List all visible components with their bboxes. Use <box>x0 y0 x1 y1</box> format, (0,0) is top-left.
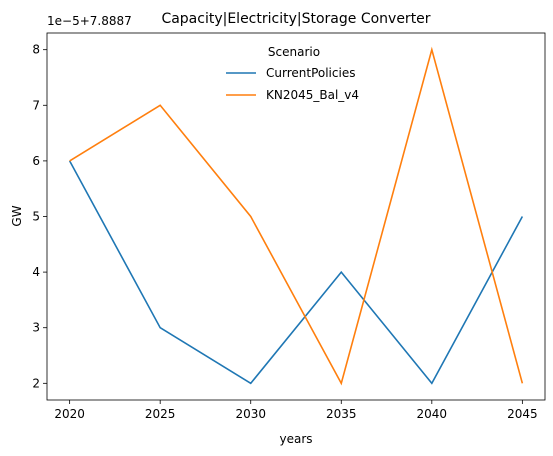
y-tick-label: 7 <box>32 98 40 112</box>
x-tick-label: 2045 <box>507 407 538 421</box>
chart-title: Capacity|Electricity|Storage Converter <box>161 11 430 27</box>
y-tick-label: 2 <box>32 376 40 390</box>
legend-items: CurrentPolicies KN2045_Bal_v4 <box>226 66 359 102</box>
x-tick-label: 2020 <box>54 407 85 421</box>
legend: Scenario CurrentPolicies KN2045_Bal_v4 <box>226 45 359 102</box>
series-line-currentpolicies <box>68 160 524 385</box>
x-tick-label: 2030 <box>235 407 266 421</box>
series-lines <box>68 46 524 386</box>
x-tick-label: 2025 <box>145 407 176 421</box>
legend-label: CurrentPolicies <box>266 66 355 80</box>
y-axis-label: GW <box>10 205 24 226</box>
x-axis: 2020 2025 2030 2035 2040 2045 <box>54 400 538 421</box>
y-offset-text: 1e−5+7.8887 <box>47 14 132 28</box>
x-axis-label: years <box>279 432 312 446</box>
x-tick-label: 2040 <box>417 407 448 421</box>
x-tick-label: 2035 <box>326 407 357 421</box>
y-tick-label: 8 <box>32 43 40 57</box>
y-tick-label: 6 <box>32 154 40 168</box>
series-line-kn2045-bal-v4 <box>69 46 524 386</box>
legend-label: KN2045_Bal_v4 <box>266 88 359 102</box>
y-axis: 2 3 4 5 6 7 8 <box>32 43 47 390</box>
y-tick-label: 3 <box>32 321 40 335</box>
y-tick-label: 5 <box>32 210 40 224</box>
legend-title: Scenario <box>268 45 320 59</box>
y-tick-label: 4 <box>32 265 40 279</box>
